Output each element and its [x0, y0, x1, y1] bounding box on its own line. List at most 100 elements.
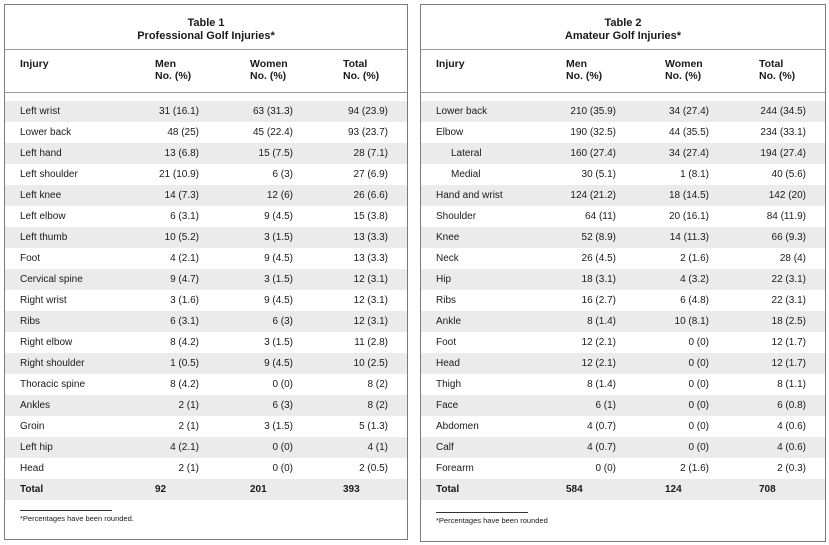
cell-women: 9 (4.5)	[264, 295, 293, 306]
cell-total: 8 (2)	[367, 400, 388, 411]
cell-total: 18 (2.5)	[771, 316, 806, 327]
cell-women: 9 (4.5)	[264, 211, 293, 222]
cell-women: 3 (1.5)	[264, 232, 293, 243]
cell-women: 0 (0)	[272, 379, 293, 390]
cell-total: 28 (4)	[779, 253, 806, 264]
cell-total: 84 (11.9)	[766, 211, 806, 222]
cell-women: 3 (1.5)	[264, 274, 293, 285]
cell-injury: Forearm	[436, 463, 474, 474]
cell-total: 4 (1)	[367, 442, 388, 453]
cell-women: 0 (0)	[272, 463, 293, 474]
cell-men: 8 (4.2)	[170, 379, 199, 390]
footnote-rule	[20, 510, 112, 511]
cell-women: 34 (27.4)	[668, 148, 709, 159]
table-row: Thigh 8 (1.4) 0 (0) 8 (1.1)	[421, 374, 825, 395]
table-row: Head 2 (1) 0 (0) 2 (0.5)	[5, 458, 407, 479]
table-row: Right shoulder 1 (0.5) 9 (4.5) 10 (2.5)	[5, 353, 407, 374]
cell-women: 0 (0)	[272, 442, 293, 453]
cell-injury: Foot	[436, 337, 457, 348]
cell-men: 12 (2.1)	[581, 337, 616, 348]
cell-women: 6 (3)	[272, 400, 293, 411]
cell-women: 10 (8.1)	[674, 316, 709, 327]
cell-injury: Lower back	[436, 106, 488, 117]
cell-injury: Face	[436, 400, 459, 411]
cell-total: 12 (3.1)	[353, 274, 388, 285]
cell-injury: Ribs	[436, 295, 457, 306]
table-row: Left knee 14 (7.3) 12 (6) 26 (6.6)	[5, 185, 407, 206]
cell-total: 11 (2.8)	[354, 337, 388, 348]
cell-injury: Left wrist	[20, 106, 61, 117]
table-1-panel: Table 1 Professional Golf Injuries* Inju…	[4, 4, 408, 540]
cell-total: 15 (3.8)	[353, 211, 388, 222]
cell-total: 4 (0.6)	[777, 442, 806, 453]
cell-women: 0 (0)	[688, 421, 709, 432]
cell-women: 34 (27.4)	[668, 106, 709, 117]
cell-injury: Knee	[436, 232, 460, 243]
table-row: Right wrist 3 (1.6) 9 (4.5) 12 (3.1)	[5, 290, 407, 311]
cell-injury: Calf	[436, 442, 454, 453]
cell-women: 45 (22.4)	[252, 127, 293, 138]
total-total: 708	[759, 484, 776, 495]
table-row: Groin 2 (1) 3 (1.5) 5 (1.3)	[5, 416, 407, 437]
cell-injury: Medial	[451, 169, 481, 180]
footnote-rule	[436, 512, 528, 513]
cell-injury: Left shoulder	[20, 169, 78, 180]
header-women: Women No. (%)	[665, 58, 703, 82]
cell-women: 9 (4.5)	[264, 358, 293, 369]
cell-men: 6 (3.1)	[170, 211, 199, 222]
cell-total: 8 (2)	[367, 379, 388, 390]
cell-men: 6 (1)	[595, 400, 616, 411]
table-row: Ribs 6 (3.1) 6 (3) 12 (3.1)	[5, 311, 407, 332]
table-row: Left elbow 6 (3.1) 9 (4.5) 15 (3.8)	[5, 206, 407, 227]
cell-injury: Abdomen	[436, 421, 479, 432]
cell-injury: Ribs	[20, 316, 41, 327]
cell-men: 2 (1)	[178, 421, 199, 432]
cell-total: 12 (3.1)	[353, 295, 388, 306]
table-row: Right elbow 8 (4.2) 3 (1.5) 11 (2.8)	[5, 332, 407, 353]
total-women: 201	[250, 484, 267, 495]
cell-men: 8 (4.2)	[170, 337, 199, 348]
cell-men: 160 (27.4)	[570, 148, 616, 159]
cell-men: 4 (0.7)	[587, 442, 616, 453]
table-1-body: Left wrist 31 (16.1) 63 (31.3) 94 (23.9) Low…	[5, 93, 407, 500]
cell-women: 2 (1.6)	[680, 253, 709, 264]
table-row: Cervical spine 9 (4.7) 3 (1.5) 12 (3.1)	[5, 269, 407, 290]
cell-men: 190 (32.5)	[570, 127, 616, 138]
table-row: Ribs 16 (2.7) 6 (4.8) 22 (3.1)	[421, 290, 825, 311]
cell-men: 6 (3.1)	[170, 316, 199, 327]
cell-men: 2 (1)	[178, 400, 199, 411]
cell-men: 3 (1.6)	[170, 295, 199, 306]
total-label: Total	[20, 484, 44, 495]
cell-total: 12 (3.1)	[353, 316, 388, 327]
cell-injury: Left hand	[20, 148, 62, 159]
table-2-subtitle: Amateur Golf Injuries*	[564, 30, 682, 42]
cell-men: 48 (25)	[167, 127, 199, 138]
cell-women: 6 (3)	[272, 316, 293, 327]
table-row: Lower back 48 (25) 45 (22.4) 93 (23.7)	[5, 122, 407, 143]
header-injury: Injury	[20, 58, 49, 70]
cell-men: 10 (5.2)	[164, 232, 199, 243]
cell-injury: Right wrist	[20, 295, 67, 306]
cell-men: 0 (0)	[595, 463, 616, 474]
cell-total: 234 (33.1)	[760, 127, 806, 138]
cell-men: 13 (6.8)	[164, 148, 199, 159]
table-2-body: Lower back 210 (35.9) 34 (27.4) 244 (34.5) E…	[421, 93, 825, 500]
table-row: Left hand 13 (6.8) 15 (7.5) 28 (7.1)	[5, 143, 407, 164]
table-row: Thoracic spine 8 (4.2) 0 (0) 8 (2)	[5, 374, 407, 395]
cell-men: 14 (7.3)	[164, 190, 199, 201]
total-label: Total	[436, 484, 460, 495]
table-row: Calf 4 (0.7) 0 (0) 4 (0.6)	[421, 437, 825, 458]
header-women: Women No. (%)	[250, 58, 288, 82]
cell-injury: Thigh	[436, 379, 462, 390]
cell-women: 15 (7.5)	[258, 148, 293, 159]
table-1-title: Table 1	[187, 17, 225, 29]
table-row: Head 12 (2.1) 0 (0) 12 (1.7)	[421, 353, 825, 374]
cell-total: 194 (27.4)	[760, 148, 806, 159]
cell-injury: Thoracic spine	[20, 379, 86, 390]
cell-injury: Lateral	[451, 148, 482, 159]
table-row: Left wrist 31 (16.1) 63 (31.3) 94 (23.9)	[5, 101, 407, 122]
table-row: Knee 52 (8.9) 14 (11.3) 66 (9.3)	[421, 227, 825, 248]
cell-injury: Hip	[436, 274, 452, 285]
cell-total: 12 (1.7)	[771, 337, 806, 348]
cell-women: 0 (0)	[688, 442, 709, 453]
